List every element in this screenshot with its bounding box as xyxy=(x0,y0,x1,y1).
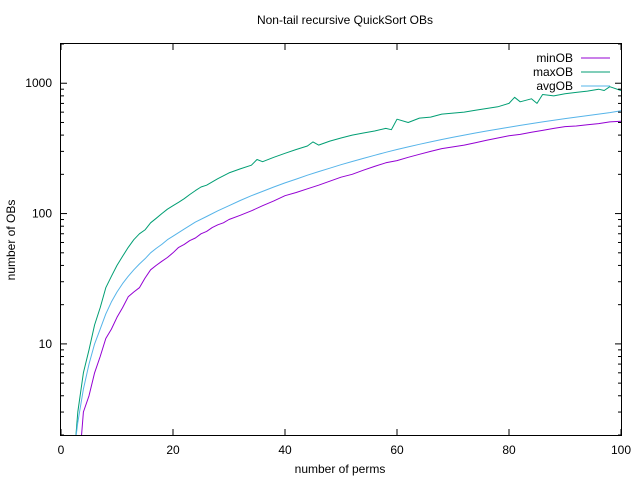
series-line-minOB xyxy=(81,120,621,435)
plot-frame xyxy=(60,43,622,436)
series-line-maxOB xyxy=(75,86,621,435)
chart-title: Non-tail recursive QuickSort OBs xyxy=(257,13,433,27)
plot-area xyxy=(75,86,621,435)
y-tick-label: 100 xyxy=(32,207,52,221)
legend-label: maxOB xyxy=(533,65,573,79)
x-tick-label: 60 xyxy=(390,443,404,457)
series-line-avgOB xyxy=(75,110,621,435)
x-tick-label: 20 xyxy=(166,443,180,457)
y-tick-label: 10 xyxy=(39,337,53,351)
x-tick-label: 0 xyxy=(58,443,65,457)
y-tick-label: 1000 xyxy=(25,76,52,90)
y-axis-label: number of OBs xyxy=(4,200,18,281)
x-tick-label: 80 xyxy=(502,443,516,457)
x-tick-label: 40 xyxy=(278,443,292,457)
x-axis-label: number of perms xyxy=(295,462,386,476)
legend-label: minOB xyxy=(536,51,573,65)
legend-label: avgOB xyxy=(536,79,573,93)
x-tick-label: 100 xyxy=(611,443,631,457)
axis-ticks: 0 20 40 60 80 100 10 100 1000 xyxy=(25,43,631,457)
